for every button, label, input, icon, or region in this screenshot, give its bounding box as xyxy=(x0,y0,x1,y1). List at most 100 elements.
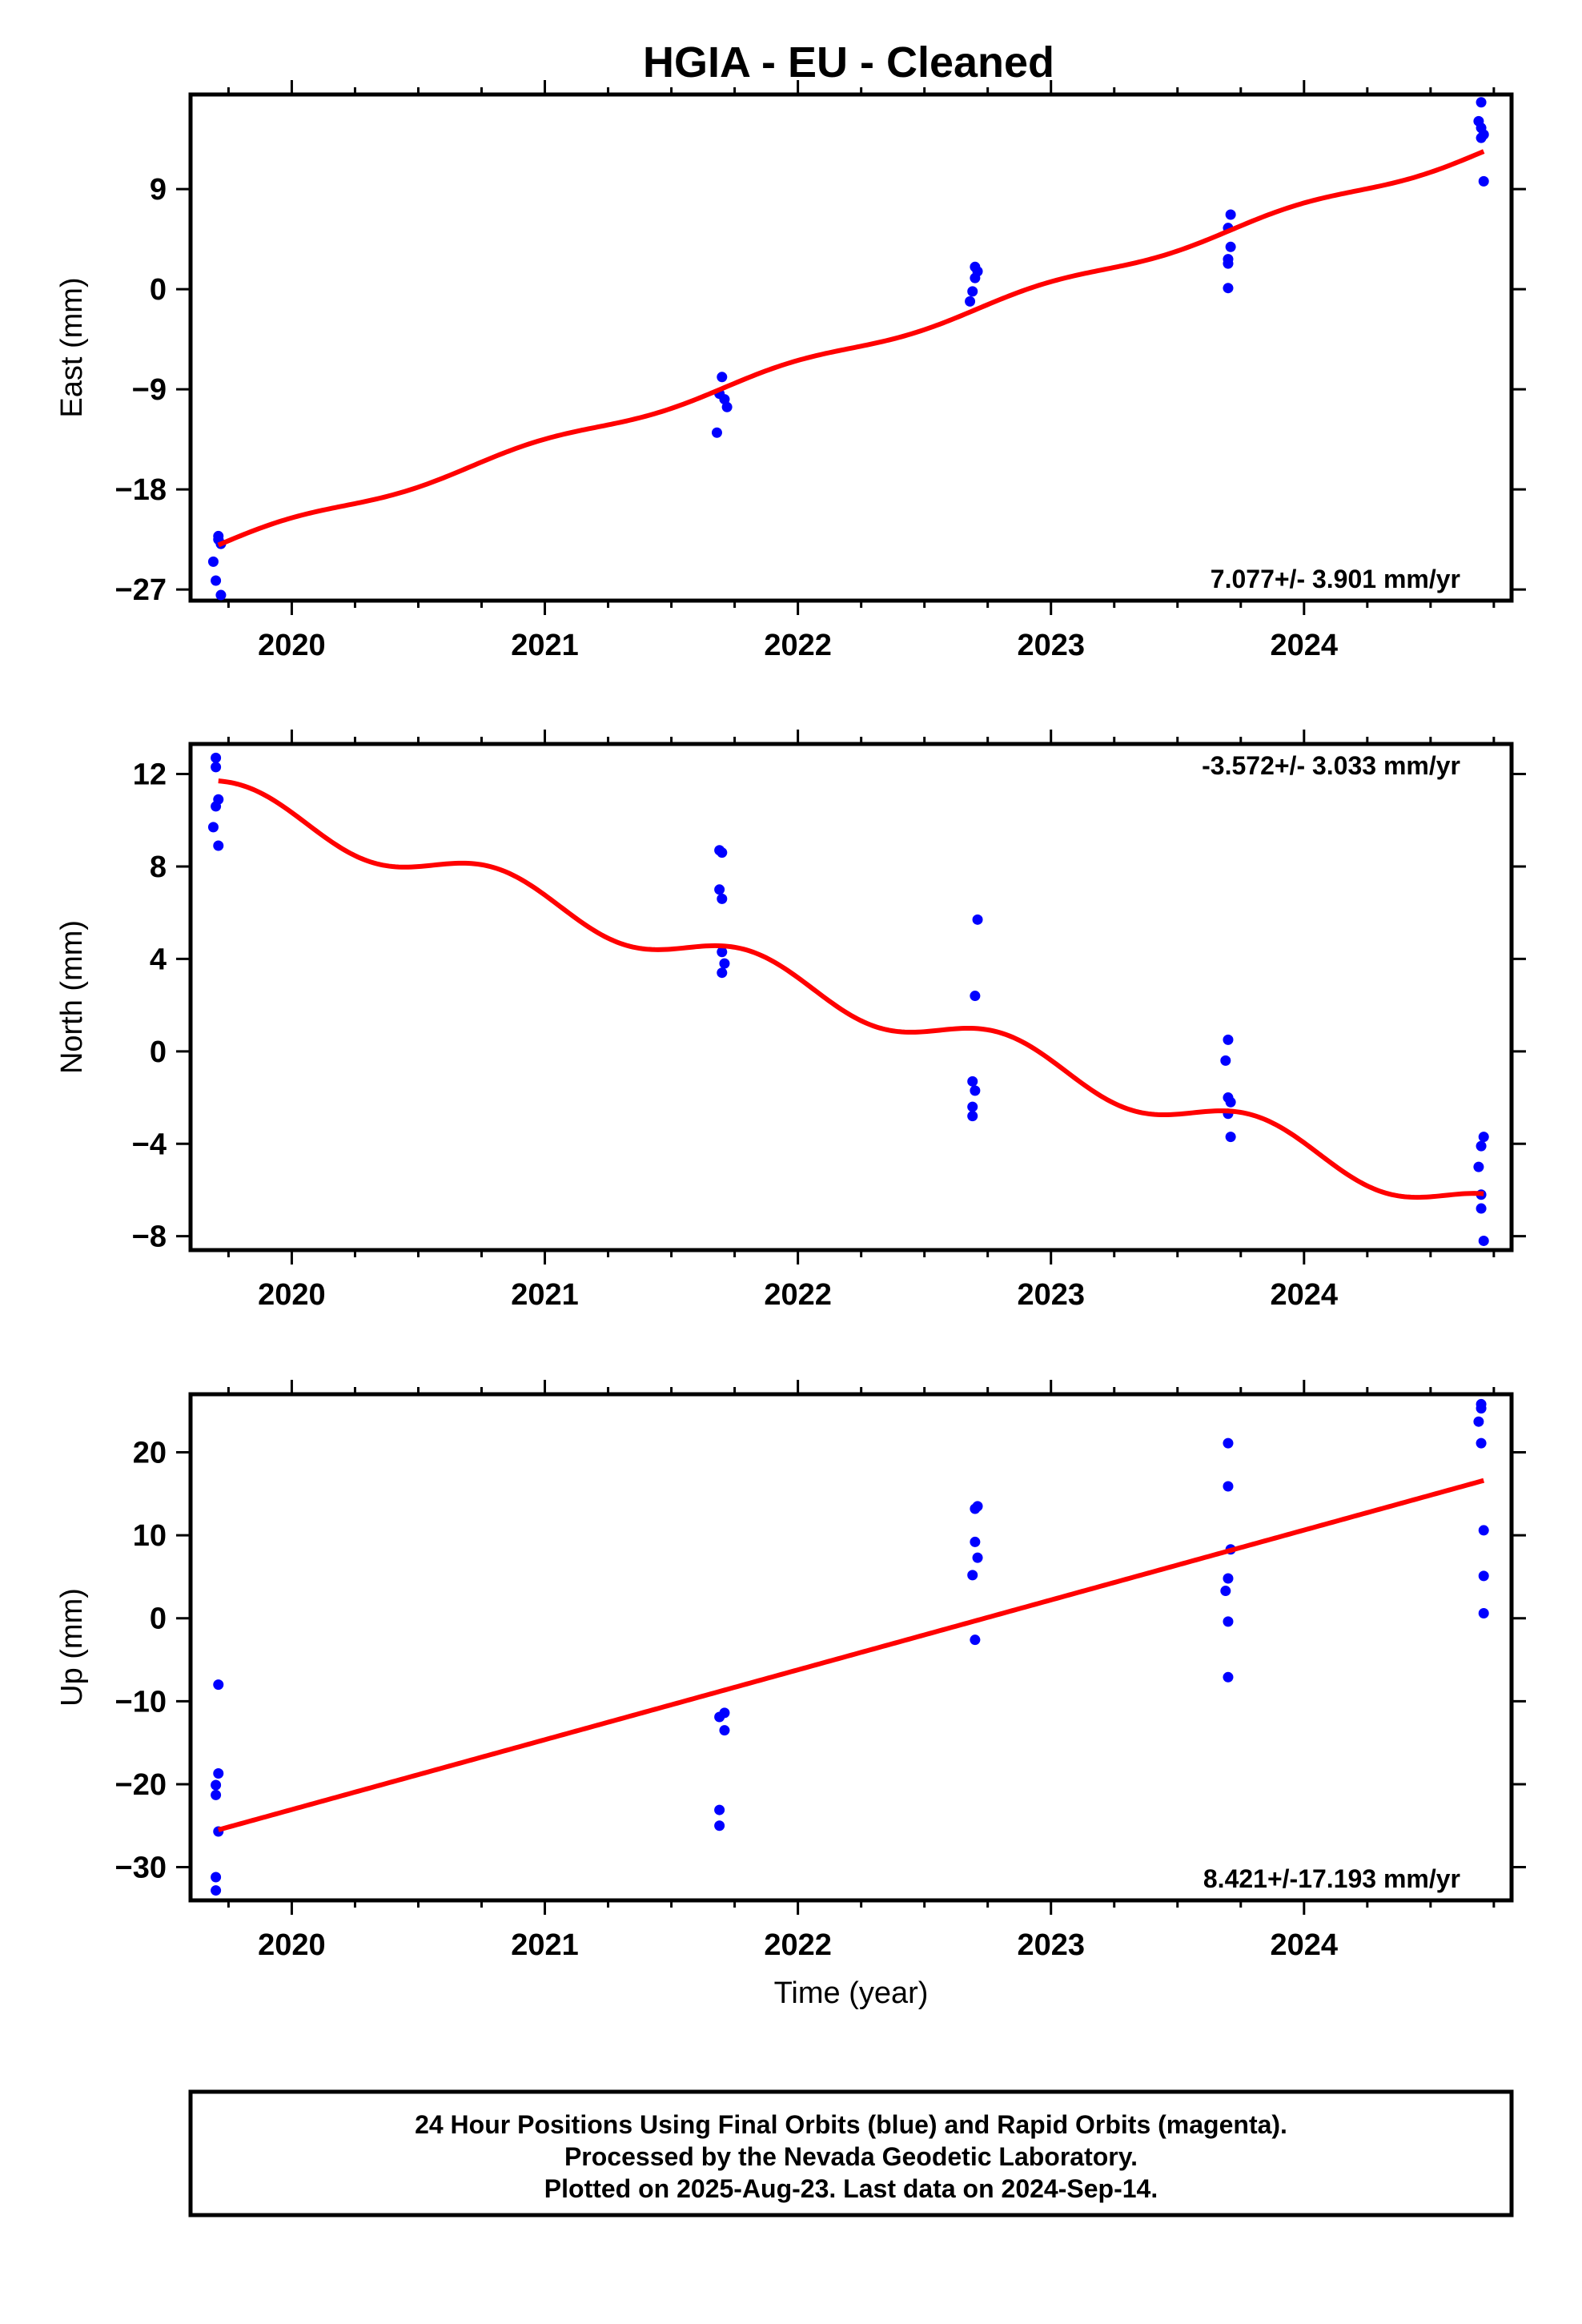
up-data-point xyxy=(1223,1671,1234,1683)
north-data-point xyxy=(211,801,222,812)
up-y-tick-label: −30 xyxy=(115,1852,167,1885)
up-y-tick-label: −20 xyxy=(115,1768,167,1802)
up-data-point xyxy=(211,1779,222,1791)
up-data-point xyxy=(1478,1570,1489,1582)
east-data-point xyxy=(967,286,978,297)
up-data-point xyxy=(714,1820,725,1831)
north-y-tick-label: 12 xyxy=(133,758,167,792)
east-y-tick-label: 0 xyxy=(150,273,167,307)
up-data-point xyxy=(211,1885,222,1896)
up-y-axis-label: Up (mm) xyxy=(55,1588,89,1707)
north-panel: 2020 2021 2022 2023 2024 −8 −4 0 4 8 12 North (mm) -… xyxy=(55,730,1526,1312)
north-data-point xyxy=(967,1076,978,1087)
east-x-tick-label: 2021 xyxy=(511,629,579,662)
up-y-tick-label: 0 xyxy=(150,1602,167,1636)
up-data-point xyxy=(1473,1416,1484,1427)
east-data-point xyxy=(721,401,733,412)
up-x-tick-label: 2022 xyxy=(764,1928,832,1962)
north-data-point xyxy=(211,762,222,773)
north-data-point xyxy=(972,914,983,925)
up-data-point xyxy=(1223,1616,1234,1627)
up-data-point xyxy=(1478,1525,1489,1536)
up-data-point xyxy=(1223,1573,1234,1584)
north-data-point xyxy=(714,884,725,895)
north-data-point xyxy=(967,1111,978,1122)
east-data-point xyxy=(970,272,981,283)
up-x-tick-label: 2021 xyxy=(511,1928,579,1962)
north-plot-frame xyxy=(188,742,1514,1252)
east-rate-label: 7.077+/- 3.901 mm/yr xyxy=(1211,565,1460,593)
north-x-tick-label: 2020 xyxy=(258,1278,326,1312)
up-x-tick-label: 2024 xyxy=(1271,1928,1339,1962)
east-x-tick-label: 2020 xyxy=(258,629,326,662)
up-data-layer xyxy=(211,1398,1489,1896)
north-data-layer xyxy=(207,752,1489,1246)
up-panel: 2020 2021 2022 2023 2024 −30 −20 −10 0 10 20 Up (mm… xyxy=(55,1380,1526,2010)
footer-line-2: Processed by the Nevada Geodetic Laborat… xyxy=(564,2142,1138,2171)
north-data-point xyxy=(211,752,222,763)
east-data-point xyxy=(1476,97,1487,108)
north-data-point xyxy=(1478,1235,1489,1246)
north-y-tick-label: 0 xyxy=(150,1035,167,1069)
up-data-point xyxy=(970,1503,981,1514)
up-data-point xyxy=(1478,1608,1489,1619)
footer-line-1: 24 Hour Positions Using Final Orbits (bl… xyxy=(415,2110,1287,2139)
north-data-point xyxy=(970,991,981,1002)
north-data-point xyxy=(717,967,728,979)
east-fit-line xyxy=(217,149,1485,548)
up-data-point xyxy=(970,1634,981,1646)
east-data-layer xyxy=(207,97,1489,601)
up-data-point xyxy=(211,1789,222,1800)
east-data-point xyxy=(1223,258,1234,269)
north-data-point xyxy=(967,1101,978,1112)
east-data-point xyxy=(1225,241,1236,252)
east-plot-frame xyxy=(188,92,1514,603)
up-data-point xyxy=(213,1767,224,1779)
east-data-point xyxy=(207,556,219,567)
east-y-tick-label: −18 xyxy=(115,473,167,507)
up-rate-label: 8.421+/-17.193 mm/yr xyxy=(1203,1864,1460,1893)
north-data-point xyxy=(717,893,728,904)
up-fit-line xyxy=(217,1478,1485,1832)
east-y-tick-label: 9 xyxy=(150,173,167,207)
east-y-axis-label: East (mm) xyxy=(55,277,89,417)
north-data-point xyxy=(1473,1161,1484,1172)
north-x-tick-label: 2023 xyxy=(1017,1278,1085,1312)
north-y-tick-label: 8 xyxy=(150,850,167,884)
up-y-tick-label: −10 xyxy=(115,1685,167,1719)
east-data-point xyxy=(717,372,728,383)
north-data-point xyxy=(213,840,224,851)
up-x-tick-label: 2020 xyxy=(258,1928,326,1962)
north-data-point xyxy=(1476,1140,1487,1152)
north-fit-line xyxy=(218,778,1484,1200)
north-y-tick-label: −4 xyxy=(132,1128,167,1161)
east-x-tick-label: 2023 xyxy=(1017,629,1085,662)
east-panel: 2020 2021 2022 2023 2024 −27 −18 −9 0 9 East (mm) 7… xyxy=(55,80,1526,662)
north-y-axis-label: North (mm) xyxy=(55,920,89,1074)
up-data-point xyxy=(967,1570,978,1581)
east-data-point xyxy=(1225,209,1236,220)
footer-box: 24 Hour Positions Using Final Orbits (bl… xyxy=(188,2089,1514,2217)
up-y-tick-label: 20 xyxy=(133,1437,167,1470)
north-data-point xyxy=(1225,1132,1236,1143)
east-x-tick-label: 2024 xyxy=(1271,629,1339,662)
north-data-point xyxy=(1223,1034,1234,1045)
north-y-tick-label: 4 xyxy=(150,943,167,976)
up-x-tick-label: 2023 xyxy=(1017,1928,1085,1962)
north-data-point xyxy=(970,1085,981,1096)
up-data-point xyxy=(1223,1437,1234,1449)
north-y-tick-label: −8 xyxy=(132,1220,167,1254)
up-data-point xyxy=(213,1679,224,1691)
up-y-tick-label: 10 xyxy=(133,1519,167,1553)
up-data-point xyxy=(972,1552,983,1563)
up-data-point xyxy=(1223,1481,1234,1492)
east-data-point xyxy=(1223,283,1234,294)
chart-title: HGIA - EU - Cleaned xyxy=(643,38,1054,86)
east-data-point xyxy=(1478,175,1489,187)
east-y-tick-label: −9 xyxy=(132,373,167,407)
north-data-point xyxy=(1225,1096,1236,1108)
east-data-point xyxy=(1476,132,1487,143)
east-data-point xyxy=(711,427,722,438)
up-data-point xyxy=(714,1711,725,1723)
